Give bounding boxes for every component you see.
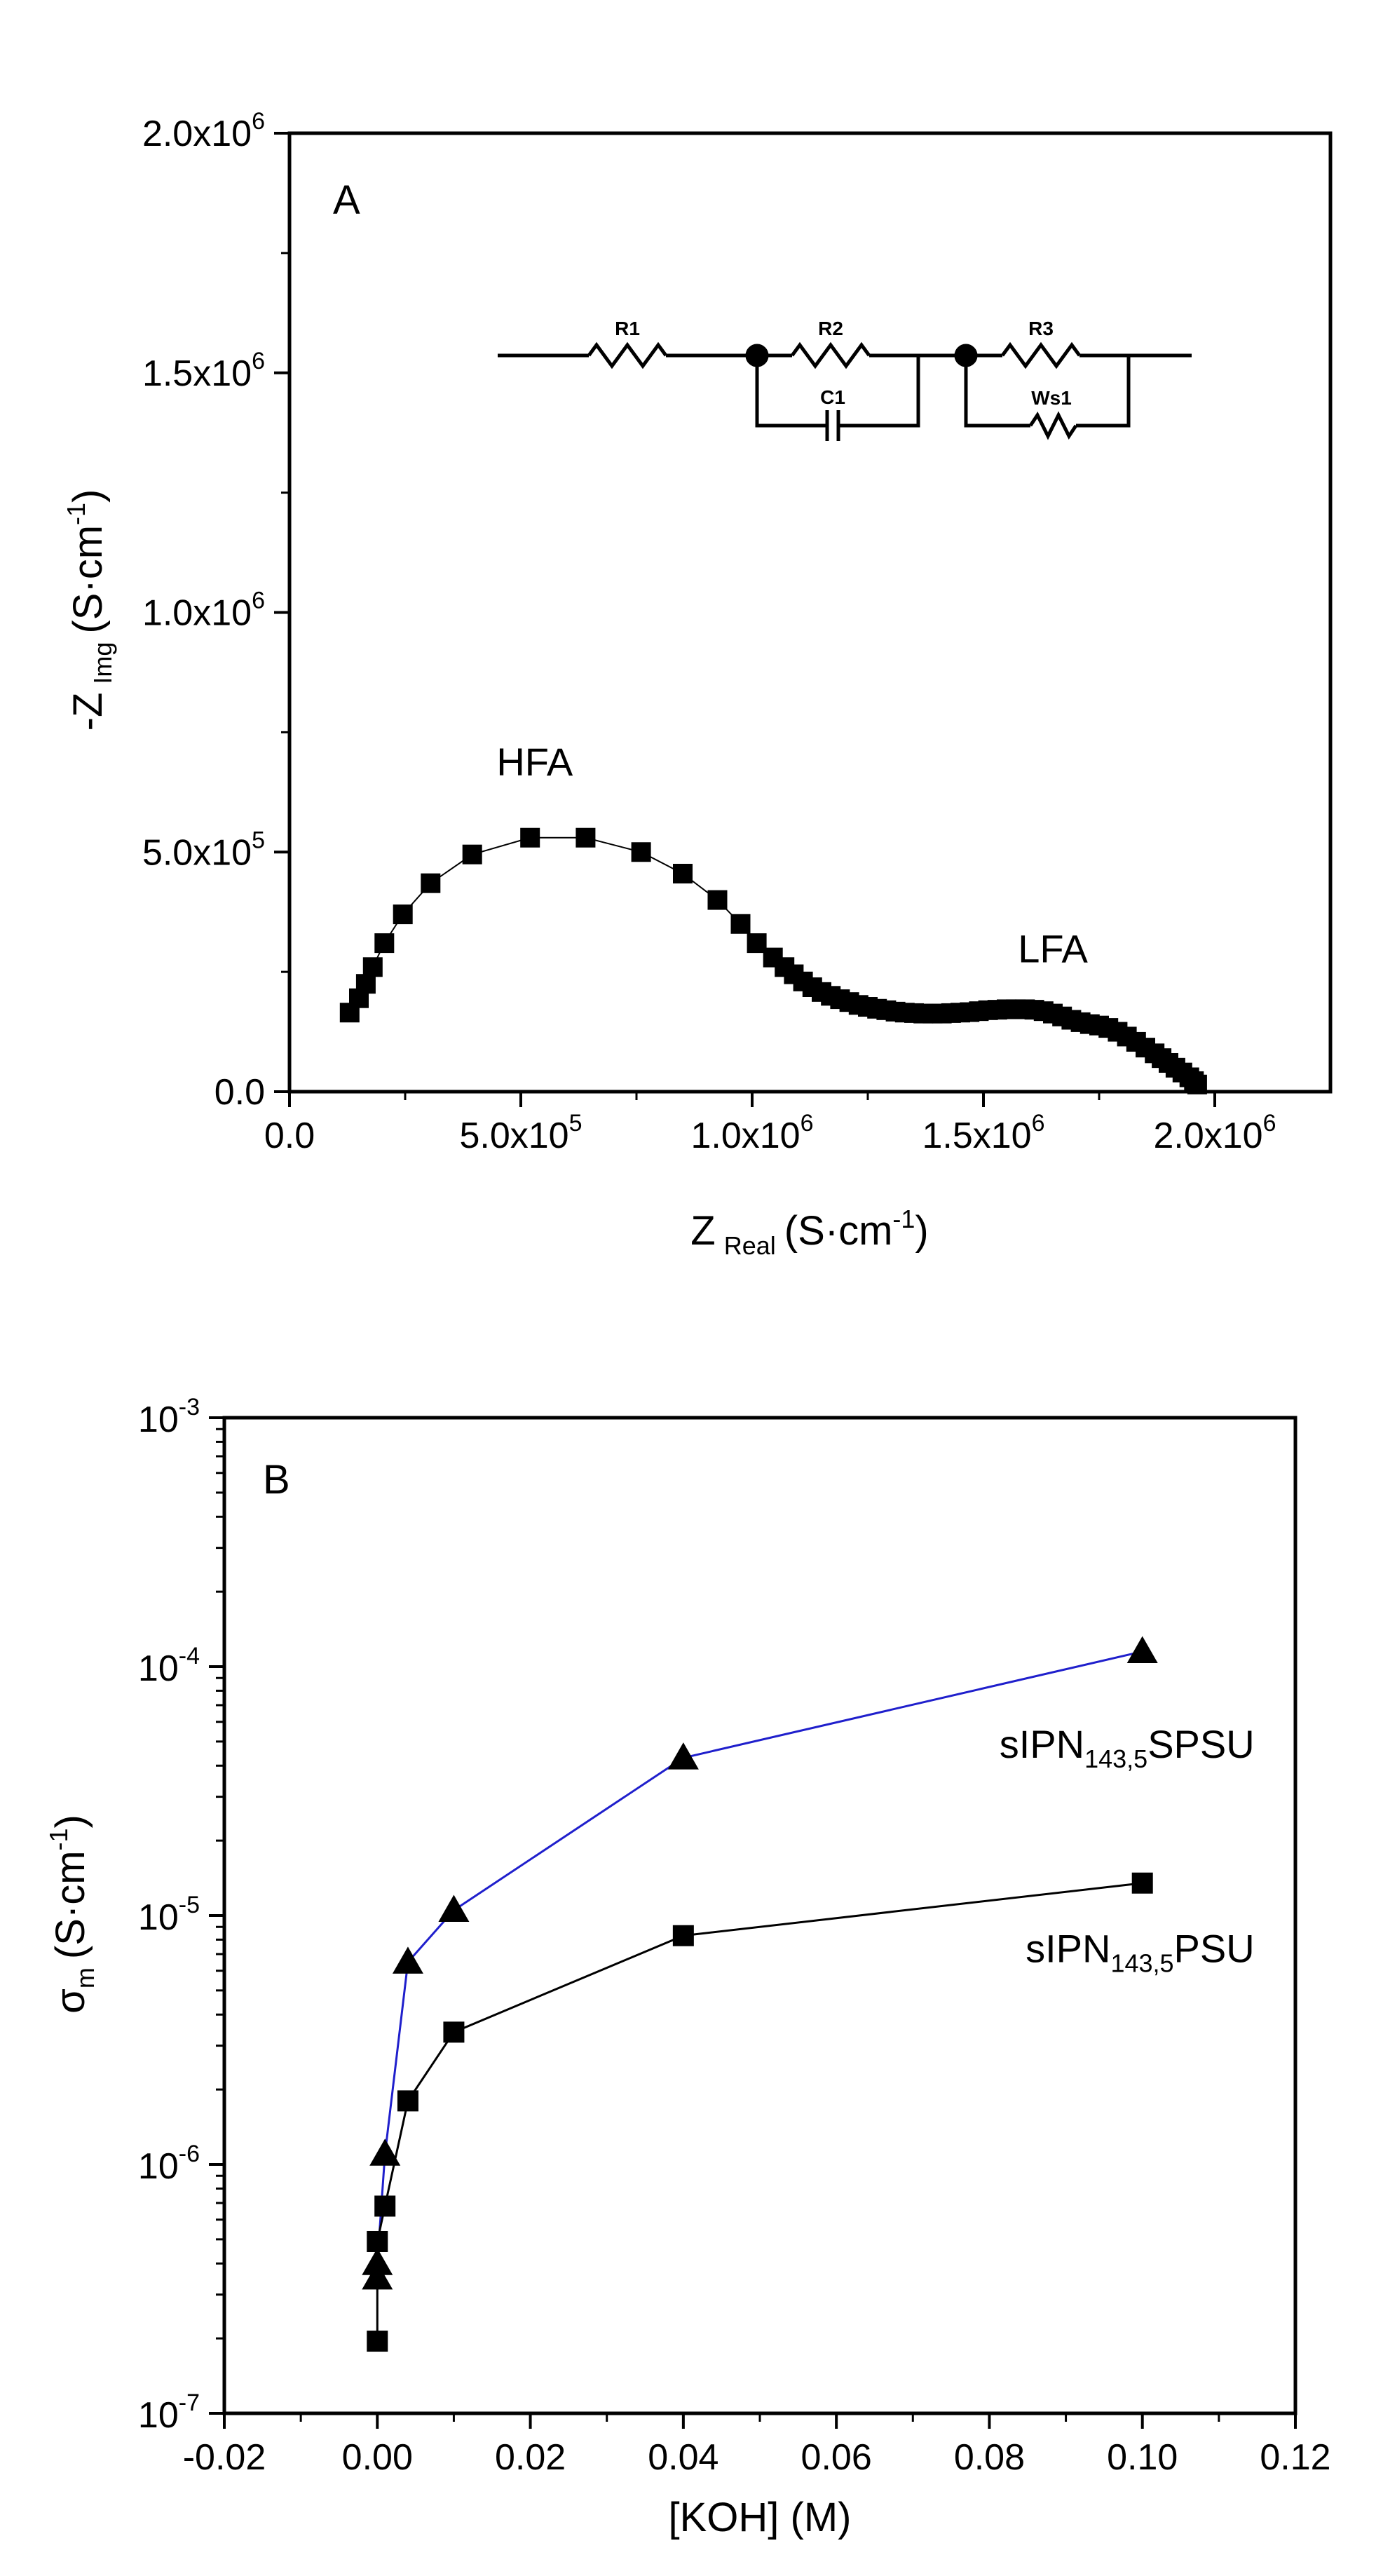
- data-point-nyquist: [520, 827, 540, 848]
- circuit-wire-c1-branch: [838, 355, 920, 428]
- y-axis-title-a-unit-close: ): [65, 489, 111, 503]
- x-tick-label-a: 0.0: [264, 1116, 315, 1156]
- x-axis-title-a-sub: Real: [724, 1231, 776, 1260]
- y-axis-title-b-unit-close: ): [48, 1815, 93, 1828]
- b-series-labels: sIPN143,5SPSU sIPN143,5PSU: [1000, 1722, 1255, 1977]
- series-label-sipn143-5psu: sIPN143,5PSU: [1026, 1926, 1255, 1977]
- data-point-sipn143-5psu: [367, 2230, 388, 2252]
- chart-panel-b: -0.02 0.00 0.02 0.04 0.06 0.08 0.10 0.12 10-7 10-…: [44, 1394, 1331, 2540]
- x-tick-label-b: 0.00: [342, 2437, 413, 2478]
- x-tick-label-b: -0.02: [183, 2437, 266, 2478]
- b-tick-labels: -0.02 0.00 0.02 0.04 0.06 0.08 0.10 0.12 10-7 10-…: [138, 1394, 1331, 2478]
- x-tick-label-b: 0.10: [1107, 2437, 1178, 2478]
- data-point-nyquist: [631, 842, 651, 862]
- x-tick-label-b: 0.08: [954, 2437, 1025, 2478]
- data-point-sipn143-5spsu: [392, 1946, 423, 1974]
- y-axis-title-b-sub: m: [71, 1967, 100, 1988]
- y-axis-title-a-main: -Z: [65, 693, 111, 731]
- resistor-r2-symbol: [790, 341, 871, 370]
- data-point-nyquist: [1187, 1074, 1207, 1094]
- x-tick-label-b: 0.02: [495, 2437, 566, 2478]
- data-point-nyquist: [707, 890, 728, 910]
- a-tick-labels: 0.0 5.0x105 1.0x106 1.5x106 2.0x106 0.0 5.0x10…: [142, 108, 1276, 1156]
- x-tick-label-b: 0.06: [801, 2437, 872, 2478]
- data-point-sipn143-5spsu: [1126, 1636, 1158, 1663]
- y-tick-label-b: 10-5: [138, 1892, 200, 1938]
- data-point-nyquist: [362, 957, 383, 977]
- x-tick-label-b: 0.12: [1260, 2437, 1330, 2478]
- chart-panel-a: 0.0 5.0x105 1.0x106 1.5x106 2.0x106 0.0 5.0x10…: [62, 108, 1333, 1260]
- resistor-r1-symbol: [587, 341, 668, 370]
- x-axis-title-a-main: Z: [690, 1208, 715, 1254]
- data-point-sipn143-5psu: [367, 2331, 388, 2352]
- resistor-r3-symbol: [1000, 341, 1082, 370]
- a-series: [339, 827, 1207, 1094]
- x-tick-label-b: 0.04: [648, 2437, 718, 2478]
- equivalent-circuit-diagram: [498, 341, 1192, 441]
- data-point-sipn143-5psu: [397, 2090, 418, 2112]
- data-point-sipn143-5spsu: [438, 1894, 470, 1922]
- x-tick-label-a: 5.0x105: [459, 1110, 582, 1156]
- y-axis-title-a: -Z Img (S·cm-1): [62, 489, 117, 731]
- circuit-label-r2: R2: [818, 318, 843, 339]
- a-annotations: HFA LFA: [496, 740, 1088, 971]
- y-tick-label-a: 1.5x106: [142, 348, 265, 394]
- circuit-label-c1: C1: [820, 386, 845, 408]
- data-point-nyquist: [575, 827, 596, 848]
- data-point-nyquist: [355, 974, 376, 994]
- annotation-lfa: LFA: [1018, 926, 1088, 970]
- x-tick-label-a: 1.5x106: [922, 1110, 1044, 1156]
- data-point-sipn143-5psu: [374, 2195, 396, 2217]
- data-point-nyquist: [393, 904, 413, 925]
- y-tick-label-a: 0.0: [214, 1072, 265, 1113]
- circuit-label-r1: R1: [615, 318, 640, 339]
- panel-label-b: B: [263, 1457, 290, 1503]
- y-tick-label-a: 1.0x106: [142, 588, 265, 634]
- data-point-sipn143-5spsu: [667, 1742, 699, 1770]
- x-axis-title-a-unit-close: ): [915, 1208, 928, 1254]
- y-axis-title-b-unit-sup: -1: [44, 1828, 73, 1850]
- data-point-nyquist: [374, 933, 395, 954]
- data-point-sipn143-5spsu: [369, 2138, 401, 2166]
- data-point-sipn143-5psu: [1131, 1872, 1153, 1894]
- x-tick-label-a: 2.0x106: [1153, 1110, 1276, 1156]
- circuit-label-ws1: Ws1: [1031, 387, 1072, 409]
- data-point-nyquist: [421, 873, 441, 893]
- x-tick-label-a: 1.0x106: [690, 1110, 813, 1156]
- circuit-wire-c1-branch: [755, 355, 827, 428]
- a-ticks: [274, 132, 1216, 1107]
- panel-label-a: A: [333, 177, 360, 223]
- data-point-nyquist: [673, 864, 693, 884]
- y-axis-title-a-unit-sup: -1: [62, 503, 90, 525]
- b-ticks: [209, 1416, 1297, 2429]
- y-tick-label-b: 10-3: [138, 1394, 200, 1440]
- x-axis-title-a-unit-sup: -1: [892, 1205, 915, 1233]
- data-point-sipn143-5psu: [443, 2021, 465, 2043]
- y-axis-title-a-sub: Img: [88, 642, 117, 684]
- circuit-wire-ws1-branch: [1076, 355, 1131, 428]
- annotation-hfa: HFA: [496, 740, 573, 784]
- y-axis-title-a-unit: (S·cm: [65, 525, 111, 634]
- circuit-label-r3: R3: [1028, 318, 1054, 339]
- y-tick-label-b: 10-6: [138, 2141, 200, 2187]
- x-axis-title-b: [KOH] (M): [669, 2495, 852, 2540]
- series-label-sipn143-5spsu: sIPN143,5SPSU: [1000, 1722, 1255, 1773]
- y-axis-title-b-unit: (S·cm: [48, 1850, 93, 1959]
- y-tick-label-b: 10-7: [138, 2389, 200, 2436]
- x-axis-title-a-unit: (S·cm: [784, 1208, 893, 1254]
- y-axis-title-b: σm (S·cm-1): [44, 1815, 100, 2014]
- y-tick-label-a: 5.0x105: [142, 827, 265, 873]
- x-axis-title-a: Z Real (S·cm-1): [690, 1205, 928, 1260]
- warburg-ws1-symbol: [1028, 411, 1078, 440]
- circuit-wire-ws1-branch: [964, 355, 1030, 428]
- b-series: [362, 1636, 1158, 2352]
- y-axis-title-b-main: σ: [48, 1988, 93, 2014]
- plot-frame-a: [287, 131, 1333, 1094]
- y-tick-label-a: 2.0x106: [142, 108, 265, 154]
- data-point-sipn143-5psu: [672, 1925, 694, 1946]
- y-tick-label-b: 10-4: [138, 1643, 200, 1689]
- data-point-nyquist: [462, 844, 482, 865]
- data-point-nyquist: [730, 914, 751, 934]
